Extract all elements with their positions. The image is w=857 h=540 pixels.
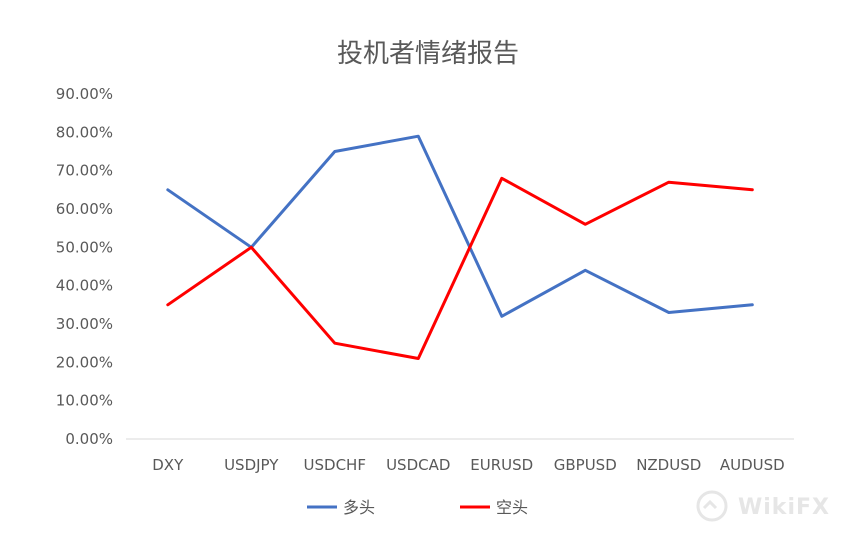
series-line-1: [166, 176, 754, 360]
watermark-logo-icon: [696, 490, 728, 522]
x-tick-label: USDCHF: [304, 456, 366, 474]
x-tick-label: AUDUSD: [720, 456, 785, 474]
x-tick-label: USDJPY: [224, 456, 279, 474]
y-tick-label: 40.00%: [56, 277, 113, 295]
y-tick-label: 0.00%: [65, 430, 113, 448]
legend-label: 多头: [343, 498, 375, 517]
x-tick-label: DXY: [152, 456, 184, 474]
y-axis: 0.00% 10.00% 20.00% 30.00% 40.00% 50.00% 60.00…: [56, 85, 113, 448]
legend-label: 空头: [496, 498, 528, 517]
y-tick-label: 60.00%: [56, 200, 113, 218]
x-tick-label: GBPUSD: [554, 456, 617, 474]
series-layer: [166, 134, 754, 360]
x-tick-label: NZDUSD: [636, 456, 701, 474]
y-tick-label: 20.00%: [56, 353, 113, 371]
y-tick-label: 10.00%: [56, 392, 113, 410]
y-tick-label: 90.00%: [56, 85, 113, 103]
y-tick-label: 80.00%: [56, 123, 113, 141]
y-tick-label: 50.00%: [56, 238, 113, 256]
series-line-0: [166, 134, 754, 318]
legend: 多头 空头: [307, 498, 528, 517]
chart-title: 投机者情绪报告: [337, 39, 519, 69]
watermark-text: WikiFX: [738, 495, 830, 520]
watermark: WikiFX: [696, 490, 830, 522]
y-tick-label: 70.00%: [56, 162, 113, 180]
x-tick-label: EURUSD: [470, 456, 533, 474]
y-tick-label: 30.00%: [56, 315, 113, 333]
x-axis: DXY USDJPY USDCHF USDCAD EURUSD GBPUSD NZDUSD A…: [126, 438, 794, 474]
x-tick-label: USDCAD: [386, 456, 450, 474]
